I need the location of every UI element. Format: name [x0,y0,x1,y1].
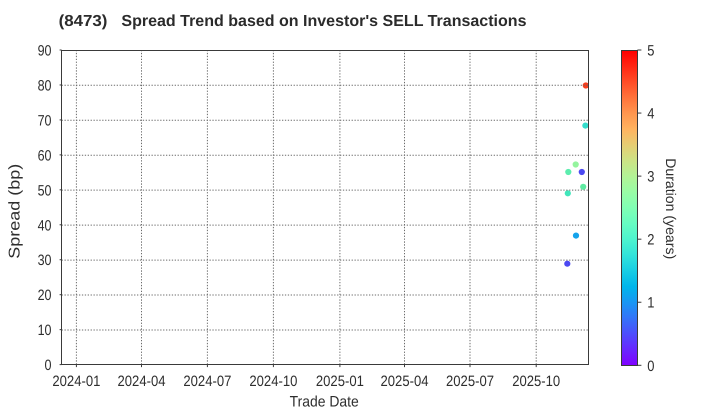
svg-text:70: 70 [38,112,52,129]
svg-text:2024-10: 2024-10 [249,373,297,390]
svg-text:10: 10 [38,322,52,339]
svg-text:Duration (years): Duration (years) [663,158,679,259]
svg-text:Spread Trend based on Investor: Spread Trend based on Investor's SELL Tr… [121,13,526,30]
svg-text:2025-07: 2025-07 [446,373,494,390]
svg-text:Spread (bp): Spread (bp) [6,164,23,259]
svg-text:2024-07: 2024-07 [183,373,231,390]
svg-text:2024-04: 2024-04 [118,373,166,390]
svg-text:1: 1 [647,295,654,312]
svg-text:5: 5 [647,43,654,60]
svg-text:Trade Date: Trade Date [290,393,359,410]
svg-text:80: 80 [38,77,52,94]
svg-text:2025-04: 2025-04 [381,373,429,390]
svg-text:30: 30 [38,252,52,269]
svg-text:4: 4 [647,106,654,123]
svg-text:40: 40 [38,217,52,234]
svg-text:(8473): (8473) [59,13,108,30]
svg-text:2024-01: 2024-01 [52,373,100,390]
svg-text:2: 2 [647,232,654,249]
svg-text:60: 60 [38,147,52,164]
svg-text:0: 0 [45,357,52,374]
svg-text:50: 50 [38,182,52,199]
svg-text:2025-01: 2025-01 [316,373,364,390]
svg-text:3: 3 [647,169,654,186]
svg-text:0: 0 [647,358,654,375]
svg-text:90: 90 [38,43,52,60]
svg-text:2025-10: 2025-10 [512,373,560,390]
svg-text:20: 20 [38,287,52,304]
